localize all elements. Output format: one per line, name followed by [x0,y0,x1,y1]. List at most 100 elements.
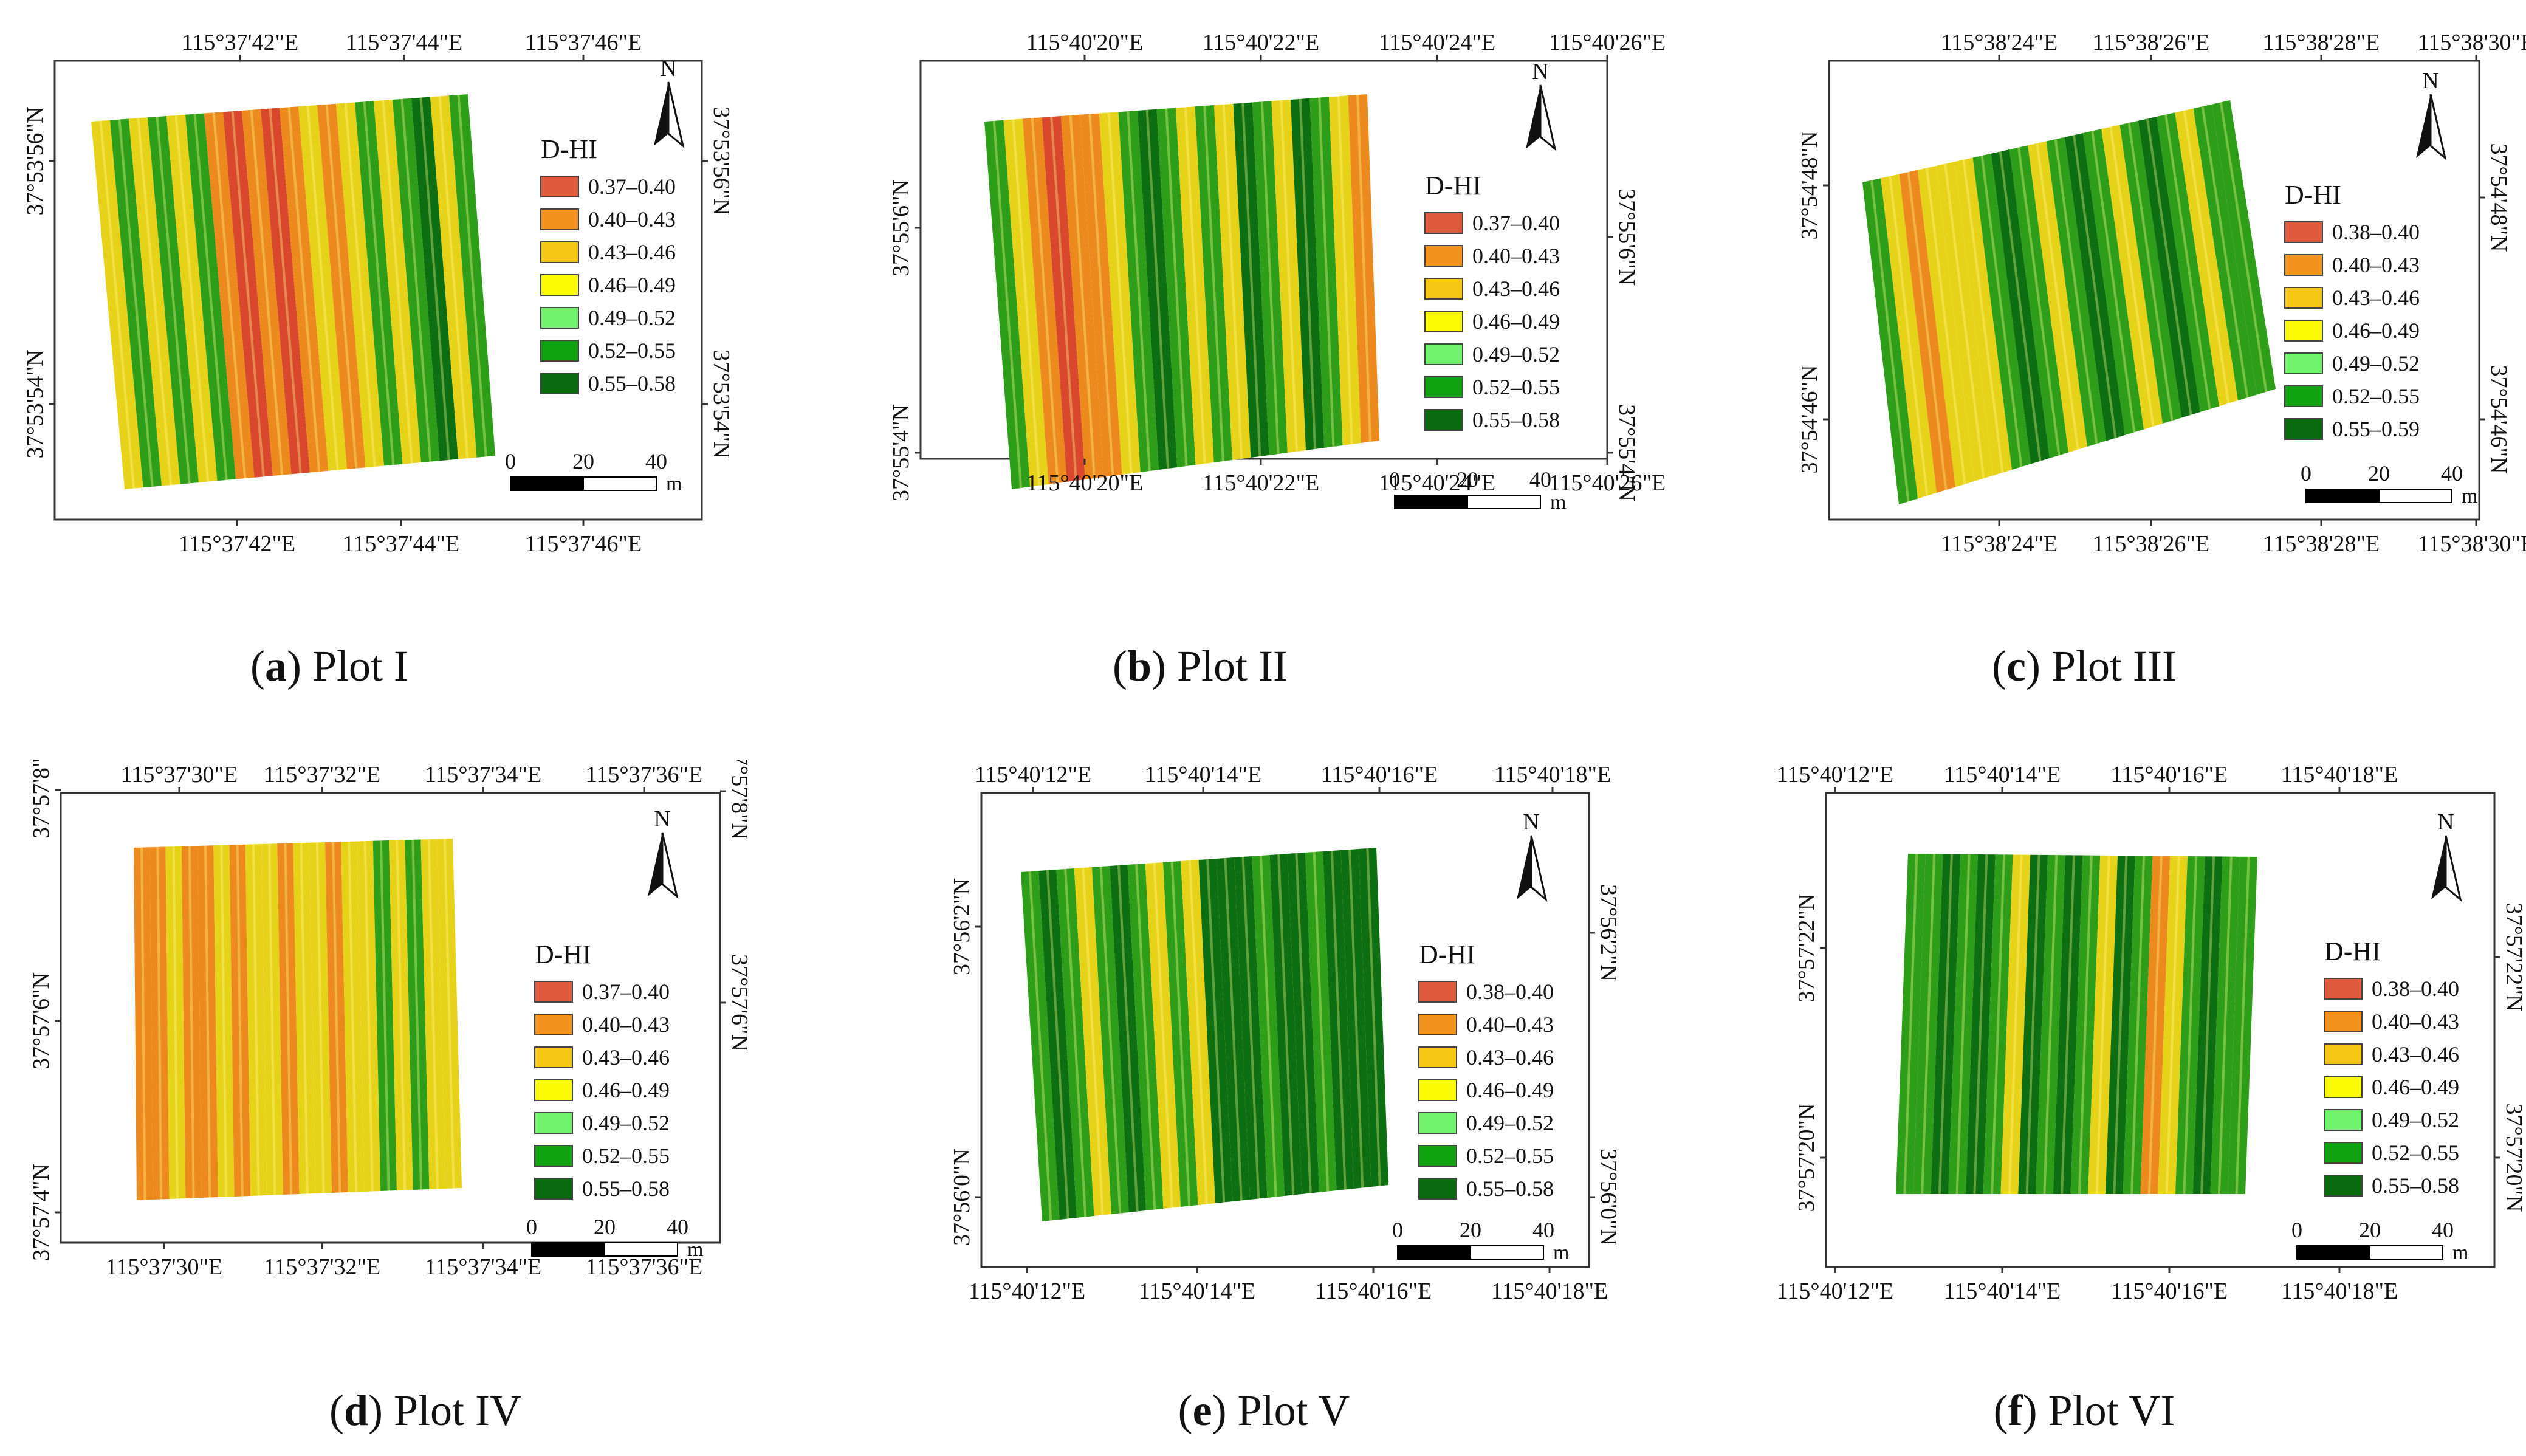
raster-texture [2165,856,2180,1195]
raster-texture [1050,116,1077,481]
legend-swatch [2324,1043,2363,1065]
raster-stripe [149,846,170,1200]
raster-texture [1962,159,2004,473]
raster-stripe [1021,871,1060,1221]
legend-title: D-HI [1425,171,1481,201]
raster-texture [156,116,191,484]
legend-range-label: 0.38–0.40 [2372,977,2459,1001]
raster-texture [1031,118,1059,484]
raster-texture [1295,853,1312,1193]
raster-texture [2036,143,2079,450]
coordinate-label: 115°40'14"E [1145,762,1261,788]
legend-range-label: 0.55–0.58 [2372,1173,2459,1198]
raster-stripe [336,102,384,468]
raster-stripe [436,839,462,1189]
coordinate-label: 115°37'30"E [121,762,238,788]
raster-texture [284,843,293,1195]
coordinate-label: 37°55'6"N [1614,188,1639,286]
raster-texture [2043,855,2058,1195]
map-panel-d: 115°37'30"E 115°37'32"E 115°37'34"E 115°37'… [0,741,790,1307]
coordinate-label: 115°38'30"E [2418,531,2526,557]
panel-letter: f [2008,1386,2023,1435]
raster-stripe [1233,102,1269,458]
raster-stripe [2036,855,2065,1194]
legend-swatch [540,340,579,362]
legend-swatch [1418,1014,1457,1035]
raster-texture [1028,871,1052,1221]
coordinate-label: 37°53'56"N [709,107,734,216]
scale-label: 0 [2301,461,2311,486]
raster-texture [1203,106,1224,462]
scale-label: 20 [1457,467,1478,492]
scale-label: 0 [1392,1218,1403,1242]
coordinate-label: 115°40'24"E [1379,30,1495,55]
raster-texture [1099,866,1122,1214]
raster-stripe [148,116,199,484]
raster-texture [193,114,228,481]
legend-range-label: 0.46–0.49 [1472,309,1560,334]
legend-swatch [1424,212,1463,234]
raster-stripe [2158,856,2188,1194]
raster-texture [306,105,339,470]
legend-swatch [2284,320,2323,342]
raster-texture [2127,122,2174,421]
raster-stripe [372,840,397,1191]
map-canvas: 115°38'24"E 115°38'26"E 115°38'28"E 115°38'… [1797,30,2526,557]
legend-range-label: 0.46–0.49 [2372,1075,2459,1099]
scale-label: 20 [1460,1218,1481,1242]
raster-stripe [229,844,251,1197]
raster-stripe [1269,854,1302,1196]
coordinate-label: 115°37'46"E [525,531,642,557]
coordinate-label: 37°56'2"N [1596,884,1621,981]
panel-caption: (b) Plot II [1112,642,1288,690]
raster-stripe [1216,857,1250,1201]
legend-swatch [2324,1175,2363,1197]
coordinate-label: 115°37'42"E [182,30,298,55]
raster-stripe [1972,153,2031,470]
raster-texture [1046,870,1069,1219]
legend-range-label: 0.40–0.43 [2372,1009,2459,1034]
raster-texture [2201,106,2249,398]
panel-title: Plot I [312,642,408,690]
scale-label: 40 [645,449,667,473]
panel-title: Plot IV [393,1386,522,1435]
raster-stripe [1042,116,1085,482]
legend-range-label: 0.40–0.43 [582,1012,670,1037]
coordinate-label: 115°40'18"E [1494,762,1611,788]
raster-stripe [1023,117,1067,484]
panel-caption: (e) Plot V [1178,1386,1350,1435]
coordinate-label: 115°40'20"E [1026,470,1143,496]
raster-texture [2235,856,2250,1195]
scale-label: 40 [1529,467,1551,492]
north-label: N [1523,809,1539,835]
raster-texture [1206,859,1226,1203]
raster-stripe [2018,854,2048,1194]
raster-stripe [293,842,316,1194]
raster-texture [250,109,284,475]
north-arrow-icon: N [2416,68,2447,160]
raster-stripe [2088,855,2118,1194]
legend-swatch [534,981,573,1003]
raster-texture [1012,119,1041,486]
raster-stripe [393,98,440,462]
raster-texture [252,844,260,1196]
raster-texture [1241,103,1261,457]
legend-title: D-HI [535,939,591,969]
north-arrow-icon: N [1517,809,1548,902]
raster-stripe [245,844,267,1196]
coordinate-label: 115°40'18"E [2281,1279,2398,1304]
legend: D-HI 0.37–0.40 0.40–0.43 0.43–0.46 0.46–0.49… [534,939,670,1201]
legend-swatch [2284,418,2323,440]
raster-texture [1348,849,1364,1188]
legend-swatch [2324,1109,2363,1131]
panel-caption: (a) Plot I [250,642,408,690]
legend-swatch [1424,311,1463,332]
map-canvas: 115°37'42"E 115°37'44"E 115°37'46"E 115°37'… [22,30,734,557]
raster-texture [1170,861,1191,1206]
north-label: N [654,806,670,832]
raster-texture [1088,114,1114,476]
coordinate-label: 115°40'24"E [1379,470,1495,496]
raster-stripe [2211,100,2276,395]
coordinate-label: 115°40'12"E [975,762,1091,788]
coordinate-label: 115°37'32"E [264,1254,380,1280]
